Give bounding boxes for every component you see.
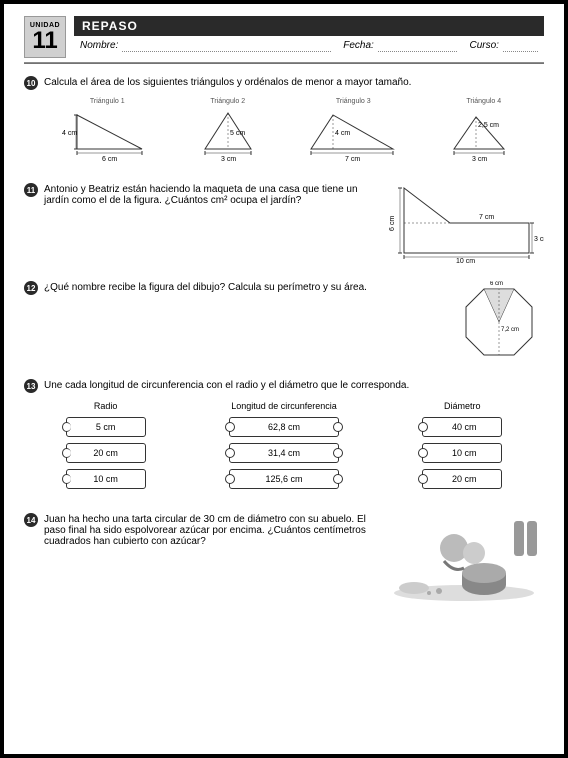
match-grid: Radio 5 cm 20 cm 10 cm Longitud de circu… [24, 401, 544, 495]
triangle-2-svg: 5 cm 3 cm [193, 107, 263, 162]
q-text: Une cada longitud de circunferencia con … [44, 379, 544, 391]
divider [24, 62, 544, 64]
longitud-column: Longitud de circunferencia 62,8 cm 31,4 … [229, 401, 339, 495]
svg-text:7,2 cm: 7,2 cm [501, 327, 519, 333]
svg-text:3 cm: 3 cm [221, 156, 236, 162]
triangle-2: Triángulo 2 5 cm 3 cm [193, 98, 263, 165]
triangle-3: Triángulo 3 4 cm 7 cm [303, 98, 403, 165]
student-fields: Nombre: Fecha: Curso: [74, 36, 544, 56]
puzzle-piece: 40 cm [422, 417, 502, 437]
question-10: 10 Calcula el área de los siguientes tri… [24, 76, 544, 165]
question-11: 11 Antonio y Beatriz están haciendo la m… [24, 183, 544, 263]
cake-illustration [384, 513, 544, 603]
svg-text:7 cm: 7 cm [345, 156, 360, 162]
svg-text:10 cm: 10 cm [456, 258, 475, 263]
triangles-row: Triángulo 1 4 cm 6 cm Triángulo 2 5 cm [42, 98, 544, 165]
header-right: REPASO Nombre: Fecha: Curso: [74, 16, 544, 56]
radio-column: Radio 5 cm 20 cm 10 cm [66, 401, 146, 495]
question-14: 14 Juan ha hecho una tarta circular de 3… [24, 513, 544, 603]
svg-text:3 cm: 3 cm [472, 156, 487, 162]
q-text: Calcula el área de los siguientes triáng… [44, 76, 544, 88]
svg-text:5 cm: 5 cm [230, 130, 245, 137]
diametro-column: Diámetro 40 cm 10 cm 20 cm [422, 401, 502, 495]
svg-text:7 cm: 7 cm [479, 214, 494, 221]
q-text: ¿Qué nombre recibe la figura del dibujo?… [44, 281, 434, 293]
puzzle-piece: 62,8 cm [229, 417, 339, 437]
q-number: 14 [24, 513, 38, 527]
puzzle-piece: 20 cm [422, 469, 502, 489]
unit-box: UNIDAD 11 [24, 16, 66, 58]
svg-text:6 cm: 6 cm [389, 216, 396, 231]
garden-figure: 7 cm 3 cm 6 cm 10 cm [384, 183, 544, 263]
q-number: 12 [24, 281, 38, 295]
question-13: 13 Une cada longitud de circunferencia c… [24, 379, 544, 495]
q-text: Antonio y Beatriz están haciendo la maqu… [44, 183, 374, 206]
triangle-4: Triángulo 4 2,5 cm 3 cm [444, 98, 524, 165]
puzzle-piece: 10 cm [66, 469, 146, 489]
triangle-1-svg: 4 cm 6 cm [62, 107, 152, 162]
svg-text:3 cm: 3 cm [534, 236, 544, 243]
svg-text:4 cm: 4 cm [62, 130, 77, 137]
triangle-4-svg: 2,5 cm 3 cm [444, 107, 524, 162]
octagon-figure: 6 cm 7,2 cm [454, 281, 544, 361]
puzzle-piece: 31,4 cm [229, 443, 339, 463]
puzzle-piece: 125,6 cm [229, 469, 339, 489]
puzzle-piece: 10 cm [422, 443, 502, 463]
q-number: 13 [24, 379, 38, 393]
curso-field: Curso: [469, 40, 538, 52]
svg-text:6 cm: 6 cm [102, 156, 117, 162]
triangle-3-svg: 4 cm 7 cm [303, 107, 403, 162]
nombre-field: Nombre: [80, 40, 331, 52]
fecha-field: Fecha: [343, 40, 457, 52]
worksheet-page: UNIDAD 11 REPASO Nombre: Fecha: Curso: 1… [4, 4, 564, 754]
svg-text:2,5 cm: 2,5 cm [478, 122, 499, 129]
svg-text:4 cm: 4 cm [335, 130, 350, 137]
header: UNIDAD 11 REPASO Nombre: Fecha: Curso: [24, 16, 544, 58]
unit-number: 11 [32, 29, 57, 53]
svg-text:6 cm: 6 cm [490, 281, 503, 287]
triangle-1: Triángulo 1 4 cm 6 cm [62, 98, 152, 165]
q-number: 11 [24, 183, 38, 197]
puzzle-piece: 5 cm [66, 417, 146, 437]
page-title: REPASO [74, 16, 544, 36]
question-12: 12 ¿Qué nombre recibe la figura del dibu… [24, 281, 544, 361]
q-text: Juan ha hecho una tarta circular de 30 c… [44, 513, 374, 547]
q-number: 10 [24, 76, 38, 90]
puzzle-piece: 20 cm [66, 443, 146, 463]
